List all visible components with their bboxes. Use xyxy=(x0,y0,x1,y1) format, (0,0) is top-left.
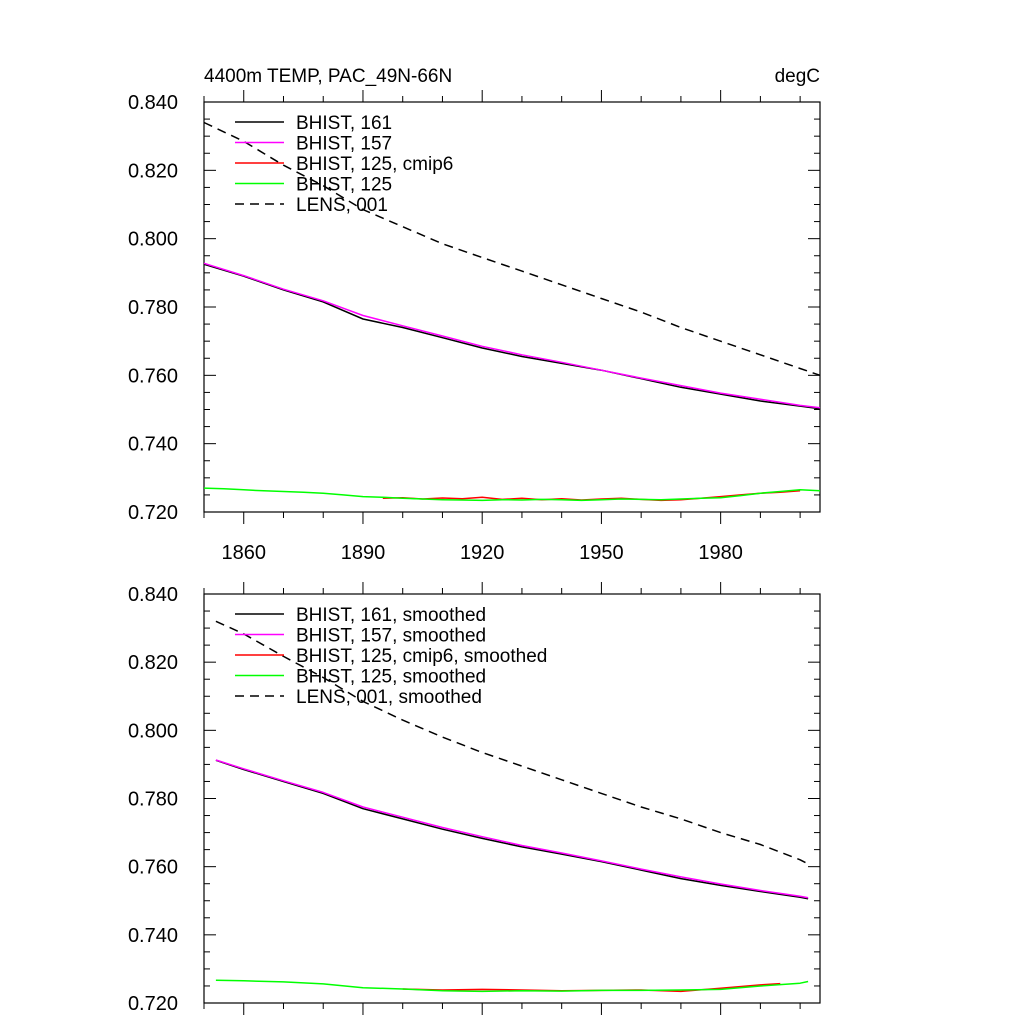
chart-title: 4400m TEMP, PAC_49N-66N xyxy=(204,66,452,87)
units-label: degC xyxy=(775,66,820,87)
top-panel: 0.720 0.740 0.760 0.780 0.800 0.820 0.840 1860 1… xyxy=(128,66,821,564)
y-tick-label: 0.820 xyxy=(128,160,178,182)
legend-label: BHIST, 157, smoothed xyxy=(296,626,486,647)
series-line xyxy=(215,620,809,865)
y-tick-label: 0.820 xyxy=(128,652,178,674)
series-line xyxy=(203,263,821,410)
series-line xyxy=(215,759,809,900)
legend-label: BHIST, 157 xyxy=(296,134,392,155)
y-tick-label: 0.800 xyxy=(128,229,178,251)
legend-label: LENS, 001, smoothed xyxy=(296,687,482,708)
y-tick-label: 0.780 xyxy=(128,297,178,319)
legend-label: BHIST, 125, smoothed xyxy=(296,667,486,688)
x-tick-label: 1950 xyxy=(579,542,624,564)
series-line xyxy=(203,121,821,377)
x-tick-label: 1980 xyxy=(698,542,743,564)
y-tick-label: 0.840 xyxy=(128,584,178,606)
series-line xyxy=(215,759,809,899)
series-line xyxy=(203,487,821,502)
x-tick-label: 1860 xyxy=(221,542,266,564)
y-tick-label: 0.760 xyxy=(128,365,178,387)
y-tick-label: 0.800 xyxy=(128,720,178,742)
y-tick-label: 0.720 xyxy=(128,993,178,1015)
y-tick-label: 0.720 xyxy=(128,502,178,524)
legend-label: LENS, 001 xyxy=(296,195,388,216)
bottom-panel: 0.720 0.740 0.760 0.780 0.800 0.820 0.840 BHIST… xyxy=(128,582,821,1015)
y-tick-label: 0.780 xyxy=(128,789,178,811)
y-tick-label: 0.740 xyxy=(128,434,178,456)
y-tick-label: 0.760 xyxy=(128,857,178,879)
x-tick-label: 1920 xyxy=(460,542,505,564)
x-tick-label: 1890 xyxy=(341,542,386,564)
series-line xyxy=(215,979,809,993)
legend-label: BHIST, 125, cmip6 xyxy=(296,154,453,175)
legend-label: BHIST, 125, cmip6, smoothed xyxy=(296,646,547,667)
legend-label: BHIST, 125 xyxy=(296,175,392,196)
legend-label: BHIST, 161 xyxy=(296,113,392,134)
series-line xyxy=(203,262,821,409)
y-tick-label: 0.840 xyxy=(128,92,178,114)
y-tick-label: 0.740 xyxy=(128,925,178,947)
legend-label: BHIST, 161, smoothed xyxy=(296,605,486,626)
